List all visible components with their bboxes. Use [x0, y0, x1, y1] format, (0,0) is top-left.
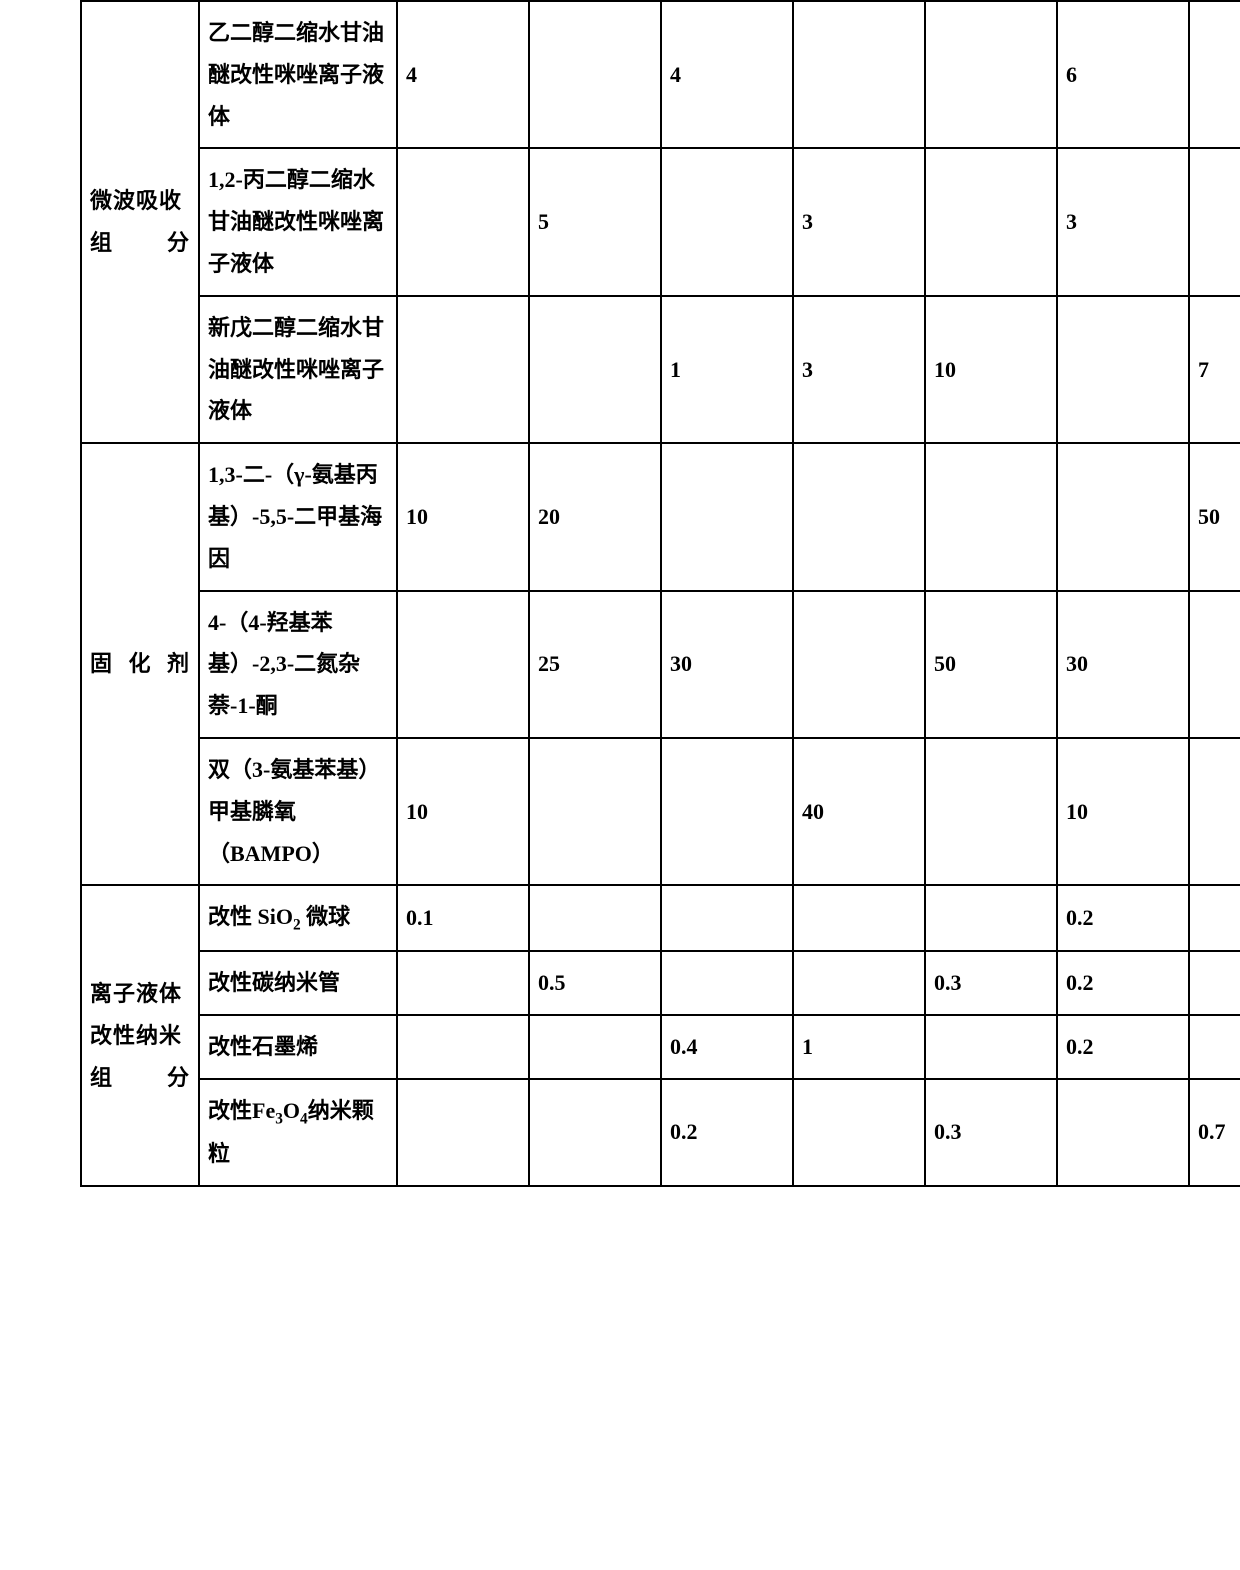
cell: [661, 443, 793, 590]
composition-table: 微波吸收组分 乙二醇二缩水甘油醚改性咪唑离子液体 4 4 6 1,2-丙二醇二缩…: [80, 0, 1240, 1187]
table-row: 离子液体改性纳米组分 改性 SiO2 微球 0.1 0.2: [81, 885, 1240, 951]
cell: [397, 148, 529, 295]
cell: 0.2: [661, 1079, 793, 1186]
row-label: 改性石墨烯: [199, 1015, 397, 1079]
cell: 50: [925, 591, 1057, 738]
cell: [793, 443, 925, 590]
row-label: 1,3-二-（γ-氨基丙基）-5,5-二甲基海因: [199, 443, 397, 590]
cell: 1: [661, 296, 793, 443]
row-label: 改性Fe3O4纳米颗粒: [199, 1079, 397, 1186]
cell: [661, 951, 793, 1015]
cell: [529, 1, 661, 148]
cell: [529, 1079, 661, 1186]
cell: [925, 148, 1057, 295]
cell: 1: [793, 1015, 925, 1079]
cell: [1057, 1079, 1189, 1186]
table-row: 固化剂 1,3-二-（γ-氨基丙基）-5,5-二甲基海因 10 20 50: [81, 443, 1240, 590]
cell: 7: [1189, 296, 1240, 443]
cell: [1189, 951, 1240, 1015]
cell: 0.1: [397, 885, 529, 951]
cell: 10: [397, 443, 529, 590]
cell: [793, 951, 925, 1015]
cell: [529, 296, 661, 443]
cell: 4: [661, 1, 793, 148]
cell: [1189, 738, 1240, 885]
cell: [529, 885, 661, 951]
table-row: 双（3-氨基苯基）甲基膦氧（BAMPO） 10 40 10: [81, 738, 1240, 885]
cell: 0.2: [1057, 885, 1189, 951]
cell: [397, 1079, 529, 1186]
cell: [661, 148, 793, 295]
cell: 5: [529, 148, 661, 295]
cell: 0.5: [529, 951, 661, 1015]
cell: 20: [529, 443, 661, 590]
cell: 3: [793, 148, 925, 295]
row-label: 改性碳纳米管: [199, 951, 397, 1015]
cell: [1189, 885, 1240, 951]
group-cell: 离子液体改性纳米组分: [81, 885, 199, 1186]
page: { "structure": "table", "columns": { "gr…: [0, 0, 1240, 1570]
cell: [1057, 443, 1189, 590]
cell: [925, 1, 1057, 148]
cell: [529, 1015, 661, 1079]
cell: [793, 1079, 925, 1186]
cell: [1189, 1, 1240, 148]
cell: 6: [1057, 1, 1189, 148]
cell: 4: [397, 1, 529, 148]
cell: [925, 738, 1057, 885]
cell: 10: [1057, 738, 1189, 885]
row-label: 新戊二醇二缩水甘油醚改性咪唑离子液体: [199, 296, 397, 443]
table-row: 改性碳纳米管 0.5 0.3 0.2: [81, 951, 1240, 1015]
table-body: 微波吸收组分 乙二醇二缩水甘油醚改性咪唑离子液体 4 4 6 1,2-丙二醇二缩…: [81, 1, 1240, 1186]
cell: 50: [1189, 443, 1240, 590]
cell: 30: [661, 591, 793, 738]
cell: 0.7: [1189, 1079, 1240, 1186]
cell: 40: [793, 738, 925, 885]
row-label: 1,2-丙二醇二缩水甘油醚改性咪唑离子液体: [199, 148, 397, 295]
cell: [1189, 148, 1240, 295]
row-label: 双（3-氨基苯基）甲基膦氧（BAMPO）: [199, 738, 397, 885]
cell: [529, 738, 661, 885]
cell: [1189, 591, 1240, 738]
cell: 10: [925, 296, 1057, 443]
cell: [793, 885, 925, 951]
cell: [925, 885, 1057, 951]
cell: 30: [1057, 591, 1189, 738]
row-label: 乙二醇二缩水甘油醚改性咪唑离子液体: [199, 1, 397, 148]
table-row: 1,2-丙二醇二缩水甘油醚改性咪唑离子液体 5 3 3: [81, 148, 1240, 295]
table-row: 4-（4-羟基苯基）-2,3-二氮杂萘-1-酮 25 30 50 30: [81, 591, 1240, 738]
cell: 0.3: [925, 1079, 1057, 1186]
table-row: 新戊二醇二缩水甘油醚改性咪唑离子液体 1 3 10 7: [81, 296, 1240, 443]
cell: 3: [793, 296, 925, 443]
cell: [397, 296, 529, 443]
cell: 0.2: [1057, 1015, 1189, 1079]
cell: [793, 591, 925, 738]
cell: 3: [1057, 148, 1189, 295]
cell: [925, 1015, 1057, 1079]
table-row: 改性Fe3O4纳米颗粒 0.2 0.3 0.7: [81, 1079, 1240, 1186]
cell: [661, 738, 793, 885]
cell: [793, 1, 925, 148]
group-cell: 固化剂: [81, 443, 199, 885]
table-row: 改性石墨烯 0.4 1 0.2: [81, 1015, 1240, 1079]
cell: 25: [529, 591, 661, 738]
cell: 0.4: [661, 1015, 793, 1079]
cell: [397, 591, 529, 738]
cell: [397, 1015, 529, 1079]
cell: [1189, 1015, 1240, 1079]
table-row: 微波吸收组分 乙二醇二缩水甘油醚改性咪唑离子液体 4 4 6: [81, 1, 1240, 148]
cell: [397, 951, 529, 1015]
cell: 0.3: [925, 951, 1057, 1015]
cell: 10: [397, 738, 529, 885]
cell: 0.2: [1057, 951, 1189, 1015]
group-cell: 微波吸收组分: [81, 1, 199, 443]
row-label: 改性 SiO2 微球: [199, 885, 397, 951]
cell: [925, 443, 1057, 590]
cell: [661, 885, 793, 951]
row-label: 4-（4-羟基苯基）-2,3-二氮杂萘-1-酮: [199, 591, 397, 738]
cell: [1057, 296, 1189, 443]
